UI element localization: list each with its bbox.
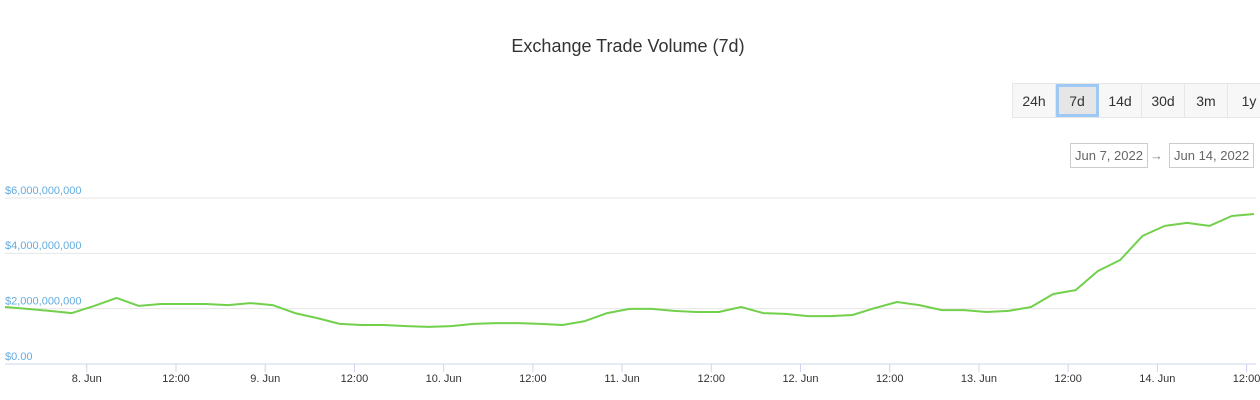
x-tick-label: 10. Jun <box>426 373 462 385</box>
x-tick-label: 12:00 <box>1054 373 1082 385</box>
date-separator: → <box>1150 148 1163 163</box>
range-button[interactable]: 3m <box>1185 84 1228 117</box>
x-tick-label: 12:00 <box>162 373 190 385</box>
range-button[interactable]: 24h <box>1013 84 1056 117</box>
series-line <box>4 213 1255 328</box>
x-tick-label: 12:00 <box>519 373 547 385</box>
range-selector: 24h 7d 14d 30d 3m 1y <box>1012 83 1260 118</box>
date-from[interactable]: Jun 7, 2022 <box>1070 143 1148 168</box>
range-button[interactable]: 1y <box>1228 84 1260 117</box>
x-tick-label: 11. Jun <box>604 373 639 385</box>
chart-title: Exchange Trade Volume (7d) <box>511 36 744 56</box>
y-tick-label: $2,000,000,000 <box>5 296 81 308</box>
x-tick-label: 12:00 <box>1233 373 1260 385</box>
y-tick-label: $6,000,000,000 <box>5 185 81 197</box>
y-tick-label: $4,000,000,000 <box>5 240 81 252</box>
range-button[interactable]: 30d <box>1142 84 1185 117</box>
x-tick-label: 12. Jun <box>782 373 818 385</box>
range-button[interactable]: 14d <box>1099 84 1142 117</box>
date-to[interactable]: Jun 14, 2022 <box>1169 143 1255 168</box>
x-tick-label: 14. Jun <box>1139 373 1175 385</box>
y-tick-label: $0.00 <box>5 351 33 363</box>
x-tick-label: 12:00 <box>698 373 726 385</box>
x-tick-label: 13. Jun <box>961 373 997 385</box>
x-tick-label: 12:00 <box>876 373 904 385</box>
x-tick-label: 12:00 <box>341 373 369 385</box>
range-button[interactable]: 7d <box>1056 84 1099 117</box>
x-tick-label: 9. Jun <box>250 373 280 385</box>
x-tick-label: 8. Jun <box>72 373 102 385</box>
